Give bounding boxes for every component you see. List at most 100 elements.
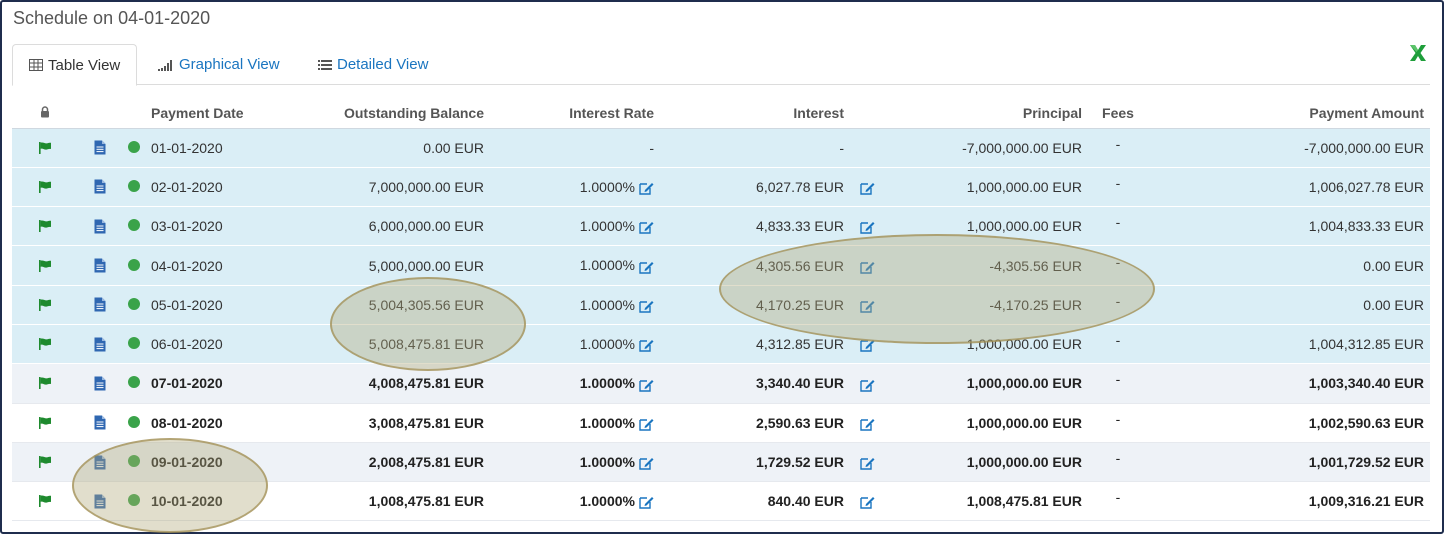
- fees-value: -: [1115, 489, 1121, 506]
- interest-cell: 6,027.78 EUR: [660, 167, 850, 208]
- payment-date-cell: 07-01-2020: [145, 363, 285, 404]
- flag-icon[interactable]: [18, 180, 72, 193]
- interest-rate-value: 1.0000%: [579, 218, 635, 235]
- flag-icon[interactable]: [18, 338, 72, 351]
- interest-rate-cell: 1.0000%: [490, 403, 660, 443]
- edit-interest-icon[interactable]: [860, 378, 875, 392]
- doc-column-header: [78, 99, 122, 129]
- edit-interest-icon[interactable]: [860, 495, 875, 510]
- document-icon[interactable]: [84, 140, 116, 155]
- edit-rate-icon[interactable]: [639, 220, 654, 235]
- interest-rate-value: 1.0000%: [579, 375, 635, 392]
- outstanding-balance-cell: 5,000,000.00 EUR: [285, 245, 490, 286]
- edit-rate-icon[interactable]: [639, 338, 654, 352]
- tab-graphical-view[interactable]: Graphical View: [142, 44, 296, 85]
- payment-amount-cell: 0.00 EUR: [1148, 285, 1430, 325]
- payment-amount-cell: -7,000,000.00 EUR: [1148, 128, 1430, 168]
- edit-rate-icon[interactable]: [639, 260, 654, 274]
- outstanding-balance-cell: 4,008,475.81 EUR: [285, 363, 490, 404]
- status-cell: [122, 363, 145, 404]
- payment-amount-cell: 1,009,316.21 EUR: [1148, 481, 1430, 522]
- edit-interest-icon[interactable]: [860, 338, 875, 352]
- document-icon[interactable]: [84, 258, 116, 273]
- interest-rate-cell: 1.0000%: [490, 442, 660, 483]
- fees-value: -: [1115, 214, 1121, 231]
- interest-cell: 4,312.85 EUR: [660, 324, 850, 365]
- fees-cell: -: [1088, 363, 1148, 404]
- document-icon[interactable]: [84, 494, 116, 509]
- outstanding-balance-header[interactable]: Outstanding Balance: [285, 99, 490, 129]
- doc-cell: [78, 167, 122, 208]
- edit-interest-icon[interactable]: [860, 456, 875, 470]
- flag-icon[interactable]: [18, 259, 72, 272]
- interest-cell: 2,590.63 EUR: [660, 403, 850, 443]
- payment-amount-header[interactable]: Payment Amount: [1148, 99, 1430, 129]
- tab-detailed-view[interactable]: Detailed View: [302, 44, 444, 85]
- status-column-header: [122, 99, 145, 129]
- principal-header[interactable]: Principal: [900, 99, 1088, 129]
- interest-rate-value: 1.0000%: [579, 178, 635, 195]
- interest-header[interactable]: Interest: [660, 99, 850, 129]
- flag-icon[interactable]: [18, 220, 72, 233]
- fees-cell: -: [1088, 128, 1148, 168]
- fees-header[interactable]: Fees: [1088, 99, 1148, 129]
- flag-icon[interactable]: [18, 495, 72, 508]
- edit-interest-icon[interactable]: [860, 299, 875, 313]
- principal-cell: 1,000,000.00 EUR: [900, 167, 1088, 208]
- status-cell: [122, 285, 145, 325]
- document-icon[interactable]: [84, 455, 116, 470]
- payment-date-cell: 03-01-2020: [145, 206, 285, 247]
- flag-icon[interactable]: [18, 298, 72, 311]
- fees-cell: -: [1088, 442, 1148, 483]
- edit-interest-icon[interactable]: [860, 417, 875, 431]
- principal-cell: -4,170.25 EUR: [900, 285, 1088, 325]
- flag-cell: [12, 206, 78, 247]
- principal-cell: 1,000,000.00 EUR: [900, 363, 1088, 404]
- document-icon[interactable]: [84, 219, 116, 234]
- edit-rate-icon[interactable]: [639, 181, 654, 195]
- flag-icon[interactable]: [18, 377, 72, 390]
- principal-cell: 1,000,000.00 EUR: [900, 442, 1088, 483]
- interest-edit-cell: [850, 403, 900, 443]
- status-dot-icon: [128, 337, 140, 350]
- flag-icon[interactable]: [18, 456, 72, 469]
- document-icon[interactable]: [84, 297, 116, 312]
- interest-rate-cell: 1.0000%: [490, 481, 660, 522]
- payment-date-cell: 06-01-2020: [145, 324, 285, 365]
- tab-label: Graphical View: [179, 56, 280, 73]
- edit-rate-icon[interactable]: [639, 495, 654, 510]
- excel-icon[interactable]: [1408, 44, 1428, 62]
- edit-interest-icon[interactable]: [860, 260, 875, 274]
- flag-icon[interactable]: [18, 141, 72, 154]
- interest-cell: 840.40 EUR: [660, 481, 850, 522]
- tab-table-view[interactable]: Table View: [12, 44, 138, 86]
- lock-column-header: [12, 99, 78, 129]
- document-icon[interactable]: [84, 376, 116, 391]
- document-icon[interactable]: [84, 337, 116, 352]
- table-row: 09-01-2020 2,008,475.81 EUR 1.0000% 1,729.5…: [12, 442, 1430, 483]
- outstanding-balance-cell: 0.00 EUR: [285, 128, 490, 168]
- document-icon[interactable]: [84, 415, 116, 430]
- fees-cell: -: [1088, 481, 1148, 522]
- interest-edit-cell: [850, 481, 900, 522]
- edit-interest-icon[interactable]: [860, 220, 875, 235]
- fees-cell: -: [1088, 285, 1148, 325]
- edit-rate-icon[interactable]: [639, 456, 654, 470]
- table-row: 04-01-2020 5,000,000.00 EUR 1.0000% 4,305.5…: [12, 245, 1430, 286]
- interest-rate-cell: 1.0000%: [490, 324, 660, 365]
- payment-amount-cell: 1,004,833.33 EUR: [1148, 206, 1430, 247]
- interest-cell: -: [660, 128, 850, 168]
- interest-rate-value: 1.0000%: [579, 335, 635, 352]
- outstanding-balance-cell: 1,008,475.81 EUR: [285, 481, 490, 522]
- interest-rate-value: 1.0000%: [579, 257, 635, 274]
- interest-edit-cell: [850, 245, 900, 286]
- interest-rate-header[interactable]: Interest Rate: [490, 99, 660, 129]
- edit-rate-icon[interactable]: [639, 299, 654, 313]
- edit-rate-icon[interactable]: [639, 378, 654, 392]
- edit-interest-icon[interactable]: [860, 181, 875, 195]
- flag-icon[interactable]: [18, 416, 72, 429]
- document-icon[interactable]: [84, 179, 116, 194]
- payment-date-header[interactable]: Payment Date: [145, 99, 285, 129]
- edit-rate-icon[interactable]: [639, 417, 654, 431]
- payment-date-cell: 09-01-2020: [145, 442, 285, 483]
